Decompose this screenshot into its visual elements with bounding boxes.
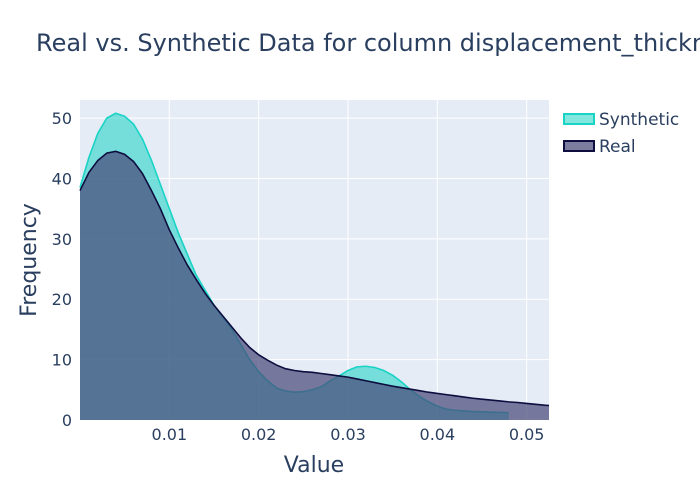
series-area-real — [80, 151, 549, 420]
y-tick-label: 30 — [52, 230, 72, 249]
x-axis-title: Value — [284, 453, 344, 478]
x-tick-label: 0.03 — [330, 425, 366, 444]
y-axis-ticks: 0 10 20 30 40 50 — [52, 109, 72, 430]
x-tick-label: 0.02 — [241, 425, 277, 444]
x-axis-ticks: 0.01 0.02 0.03 0.04 0.05 — [152, 425, 545, 444]
x-tick-label: 0.01 — [152, 425, 188, 444]
y-tick-label: 10 — [52, 351, 72, 370]
chart-title: Real vs. Synthetic Data for column displ… — [36, 29, 700, 57]
series-line-real — [79, 150, 550, 407]
y-axis-title: Frequency — [17, 203, 42, 317]
y-tick-label: 0 — [62, 411, 72, 430]
legend-label-real: Real — [599, 137, 636, 157]
x-tick-label: 0.04 — [420, 425, 456, 444]
y-tick-label: 50 — [52, 109, 72, 128]
legend-label-synthetic: Synthetic — [599, 110, 679, 130]
legend-swatch-real — [563, 140, 595, 152]
y-tick-label: 20 — [52, 290, 72, 309]
series-layer — [79, 112, 550, 420]
y-tick-label: 40 — [52, 169, 72, 188]
x-tick-label: 0.05 — [509, 425, 545, 444]
legend: Synthetic Real — [563, 110, 679, 157]
legend-swatch-synthetic — [563, 113, 595, 125]
